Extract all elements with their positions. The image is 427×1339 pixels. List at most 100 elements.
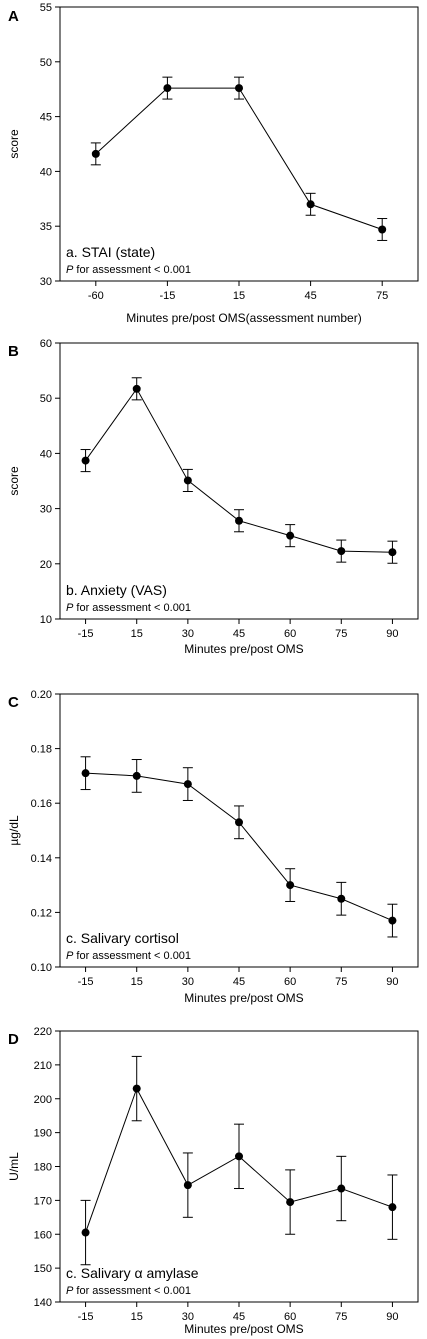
p-rest: for assessment < 0.001 (73, 950, 191, 962)
x-tick-label: 15 (131, 1311, 143, 1323)
y-tick-label: 150 (34, 1263, 52, 1275)
y-tick-label: 40 (40, 166, 52, 178)
x-tick-label: 45 (233, 976, 245, 988)
data-point (132, 771, 141, 780)
data-point (183, 476, 192, 485)
x-tick-label: 75 (335, 976, 347, 988)
data-point (235, 818, 243, 827)
p-italic: P (66, 950, 74, 962)
y-tick-label: 50 (40, 57, 52, 69)
y-tick-label: 35 (40, 221, 52, 233)
x-tick-label: 15 (233, 290, 245, 302)
y-tick-label: 180 (34, 1162, 52, 1174)
x-tick-label: 60 (284, 1311, 296, 1323)
data-point (378, 225, 387, 234)
panel-d: D 140 150 160 170 180 190 200 210 220 -15 15 30 45 60 7… (7, 1026, 419, 1336)
y-tick-label: 170 (34, 1195, 52, 1207)
data-point (235, 84, 243, 93)
y-tick-label: 40 (40, 448, 52, 460)
panel-c: C 0.10 0.12 0.14 0.16 0.18 0.20 -15 15 30 45 60 75 90… (7, 689, 419, 1005)
y-tick-label: 160 (34, 1229, 52, 1241)
x-tick-label: 90 (386, 628, 398, 640)
x-axis-label: Minutes pre/post OMS (184, 642, 303, 656)
x-tick-label: -15 (78, 1311, 94, 1323)
data-point (132, 1084, 141, 1093)
panel-label: C (8, 694, 19, 711)
y-tick-label: 0.14 (31, 853, 52, 865)
data-point (286, 1198, 295, 1207)
data-point (388, 916, 397, 925)
y-tick-label: 210 (34, 1060, 52, 1072)
x-axis-label: Minutes pre/post OMS (184, 1322, 303, 1336)
p-rest: for assessment < 0.001 (73, 602, 191, 614)
x-axis-label: Minutes pre/post OMS(assessment number) (126, 311, 361, 325)
y-axis-label: score (7, 466, 21, 496)
series-line (95, 87, 383, 230)
data-point (388, 1203, 397, 1212)
x-tick-label: 90 (386, 1311, 398, 1323)
plot-frame (59, 342, 419, 620)
panel-label: A (8, 8, 19, 25)
p-rest: for assessment < 0.001 (73, 1285, 191, 1297)
y-tick-label: 200 (34, 1094, 52, 1106)
x-tick-label: 45 (233, 628, 245, 640)
x-tick-label: 75 (376, 290, 388, 302)
data-point (286, 881, 295, 890)
p-value-note: P for assessment < 0.001 (66, 950, 191, 962)
data-point (388, 548, 397, 557)
p-italic: P (66, 1285, 74, 1297)
panel-annotation: c. Salivary α amylase (66, 1265, 199, 1281)
y-axis-label: µg/dL (7, 815, 21, 846)
y-tick-label: 190 (34, 1128, 52, 1140)
panel-annotation: c. Salivary cortisol (66, 930, 179, 946)
panel-a: A 30 35 40 45 50 55 -60 -15 15 45 75 Minutes pre/pos… (7, 2, 419, 325)
x-tick-label: 15 (131, 628, 143, 640)
data-point (81, 456, 90, 465)
x-tick-label: -15 (78, 976, 94, 988)
data-point (81, 769, 90, 778)
data-point (183, 1181, 192, 1190)
x-tick-label: -15 (159, 290, 175, 302)
data-point (235, 1152, 243, 1161)
data-point (337, 1184, 346, 1193)
x-tick-label: -60 (88, 290, 104, 302)
y-tick-label: 220 (34, 1026, 52, 1038)
panel-label: D (8, 1031, 19, 1048)
x-tick-label: 45 (304, 290, 316, 302)
y-tick-label: 0.20 (31, 689, 52, 701)
data-point (163, 84, 172, 93)
y-tick-label: 50 (40, 393, 52, 405)
x-tick-label: 75 (335, 628, 347, 640)
x-tick-label: 30 (182, 628, 194, 640)
panel-b: B 10 20 30 40 50 60 -15 15 30 45 60 75 90 Minutes pre/… (7, 338, 419, 656)
y-tick-label: 0.18 (31, 744, 52, 756)
x-tick-label: 45 (233, 1311, 245, 1323)
data-point (81, 1228, 90, 1237)
x-tick-label: 30 (182, 1311, 194, 1323)
y-tick-label: 45 (40, 112, 52, 124)
plot-frame (59, 6, 419, 282)
p-italic: P (66, 264, 74, 276)
y-tick-label: 140 (34, 1297, 52, 1309)
series-line (85, 772, 393, 922)
y-tick-label: 20 (40, 559, 52, 571)
y-tick-label: 30 (40, 504, 52, 516)
y-tick-label: 60 (40, 338, 52, 350)
data-point (235, 516, 243, 525)
y-tick-label: 10 (40, 614, 52, 626)
panel-label: B (8, 343, 19, 360)
x-tick-label: 60 (284, 976, 296, 988)
y-axis-label: U/mL (7, 1152, 21, 1181)
x-tick-label: -15 (78, 628, 94, 640)
data-point (337, 894, 346, 903)
x-tick-label: 60 (284, 628, 296, 640)
panel-annotation: b. Anxiety (VAS) (66, 582, 167, 598)
y-tick-label: 55 (40, 2, 52, 14)
p-value-note: P for assessment < 0.001 (66, 1285, 191, 1297)
y-axis-label: score (7, 129, 21, 159)
panel-annotation: a. STAI (state) (66, 244, 155, 260)
p-value-note: P for assessment < 0.001 (66, 264, 191, 276)
data-point (337, 547, 346, 556)
x-tick-label: 15 (131, 976, 143, 988)
data-point (132, 384, 141, 393)
